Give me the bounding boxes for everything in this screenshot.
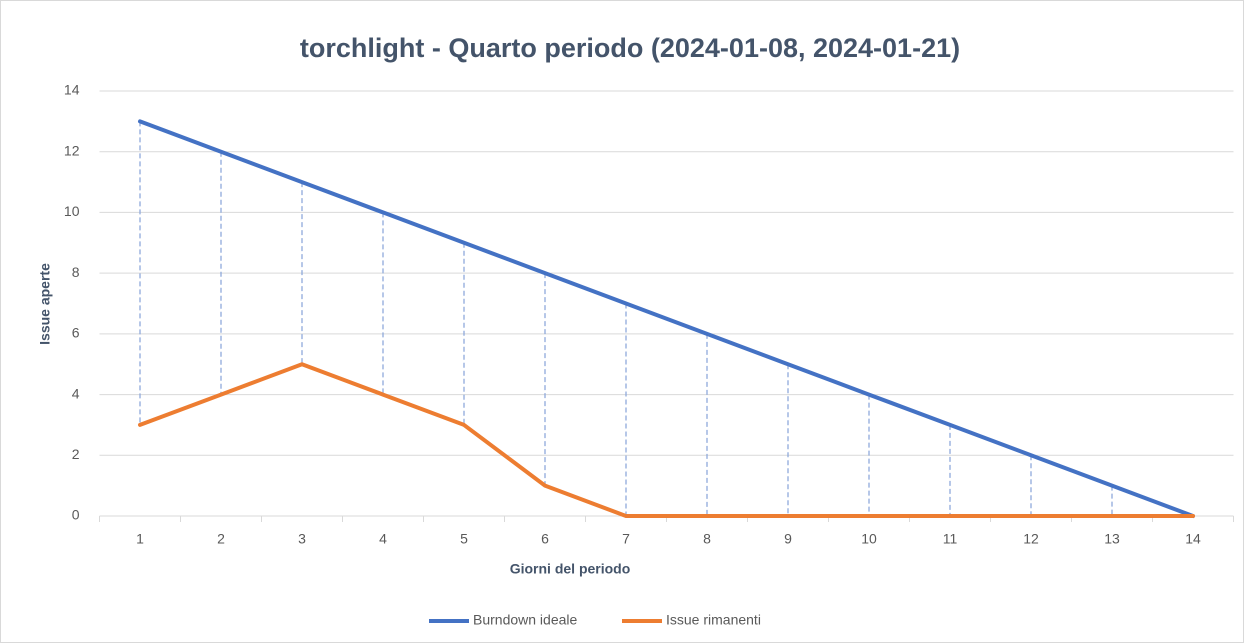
y-tick-label: 12 (64, 142, 80, 158)
y-tick-label: 14 (64, 82, 80, 98)
x-tick-label: 9 (784, 531, 792, 547)
y-tick-label: 0 (72, 507, 80, 523)
series-line (138, 119, 1195, 518)
y-tick-label: 4 (72, 385, 80, 401)
legend-label: Burndown ideale (473, 612, 578, 628)
x-tick-label: 2 (217, 531, 225, 547)
y-axis-title: Issue aperte (37, 263, 53, 345)
x-tick-label: 14 (1185, 531, 1201, 547)
y-tick-label: 2 (72, 446, 80, 462)
x-tick-label: 10 (861, 531, 877, 547)
legend-label: Issue rimanenti (666, 612, 761, 628)
x-tick-label: 5 (460, 531, 468, 547)
series-line (138, 362, 1195, 518)
x-axis-title: Giorni del periodo (510, 561, 631, 577)
chart-title: torchlight - Quarto periodo (2024-01-08,… (300, 33, 960, 63)
x-tick-label: 3 (298, 531, 306, 547)
x-tick-label: 7 (622, 531, 630, 547)
x-tick-label: 11 (943, 531, 958, 547)
x-tick-label: 12 (1023, 531, 1039, 547)
x-tick-label: 6 (541, 531, 549, 547)
x-tick-label: 13 (1104, 531, 1120, 547)
x-tick-label: 8 (703, 531, 711, 547)
x-tick-label: 1 (136, 531, 144, 547)
y-tick-label: 8 (72, 264, 80, 280)
x-tick-label: 4 (379, 531, 387, 547)
y-tick-label: 10 (64, 203, 80, 219)
y-tick-label: 6 (72, 325, 80, 341)
